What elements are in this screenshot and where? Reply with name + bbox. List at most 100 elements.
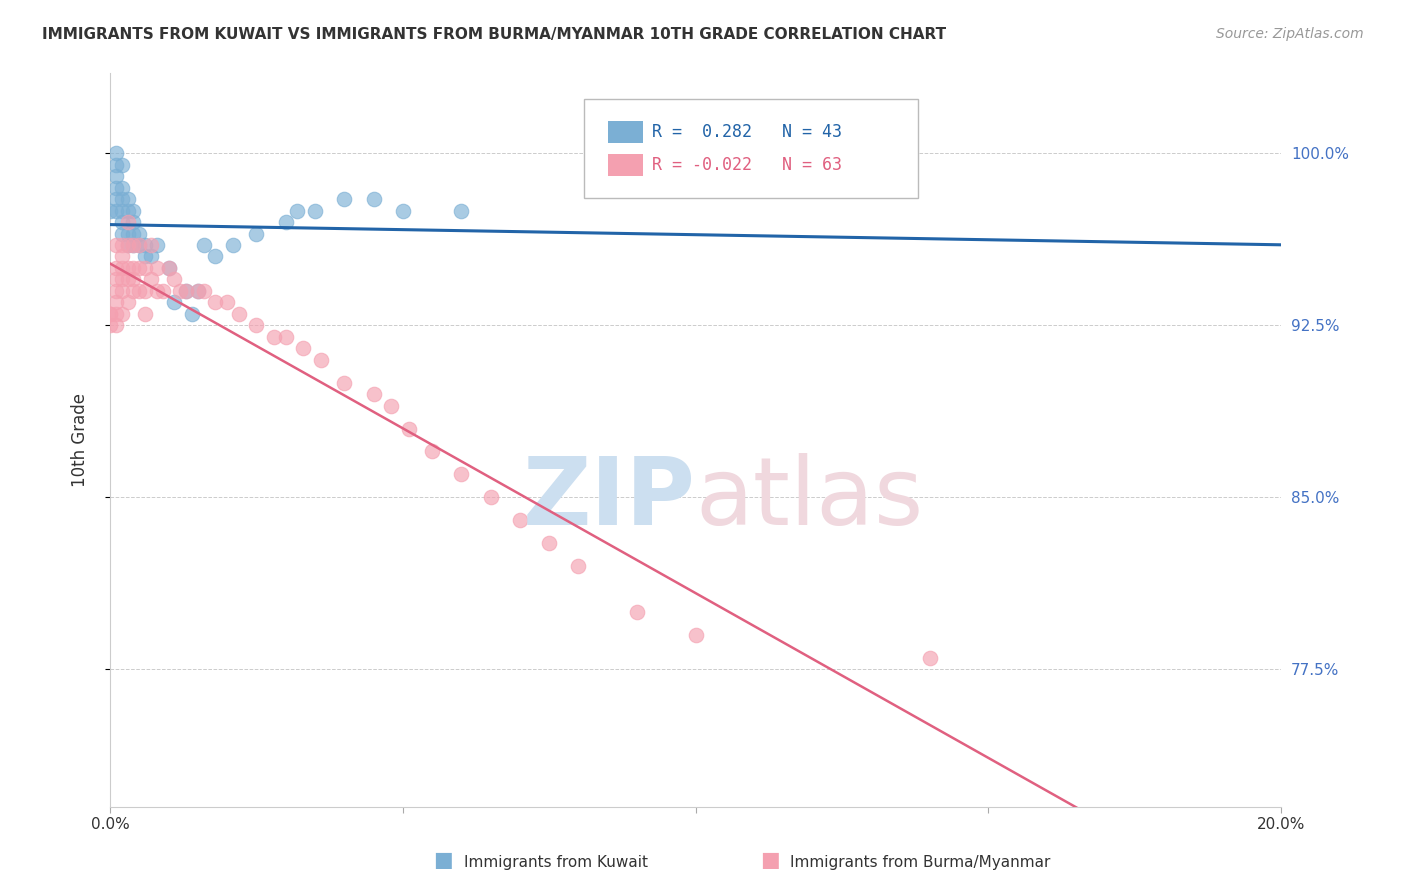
Point [117,238,139,252]
Text: ZIP: ZIP [523,453,696,545]
Point [104,318,127,333]
Point [111,203,134,218]
Point [309,352,332,367]
Point [685,628,707,642]
Point [111,284,134,298]
Point [157,260,180,275]
Point [333,192,356,206]
Point [117,238,139,252]
Point [918,651,941,665]
FancyBboxPatch shape [607,120,643,143]
Point [174,284,197,298]
Point [287,203,309,218]
Point [479,491,502,505]
Point [134,307,156,321]
Point [263,330,285,344]
Point [104,272,127,286]
Point [122,238,145,252]
Point [104,192,127,206]
Point [122,203,145,218]
Point [104,238,127,252]
Point [392,203,415,218]
Point [128,238,150,252]
Point [204,295,226,310]
Point [122,272,145,286]
FancyBboxPatch shape [585,99,918,198]
Point [111,272,134,286]
Point [304,203,326,218]
Point [117,295,139,310]
Y-axis label: 10th Grade: 10th Grade [72,393,89,487]
Point [104,180,127,194]
Text: atlas: atlas [696,453,924,545]
Point [193,284,215,298]
Point [139,272,162,286]
Point [104,295,127,310]
Point [228,307,250,321]
Point [139,250,162,264]
Point [104,146,127,161]
Point [567,559,589,574]
Point [122,260,145,275]
Point [187,284,209,298]
FancyBboxPatch shape [607,153,643,176]
Point [245,227,267,241]
Point [398,421,420,435]
Point [174,284,197,298]
Point [122,284,145,298]
Point [134,238,156,252]
Point [117,260,139,275]
Point [274,330,297,344]
Point [128,260,150,275]
Point [117,215,139,229]
Point [117,272,139,286]
Point [98,307,121,321]
Point [509,513,531,527]
Point [222,238,245,252]
Point [128,284,150,298]
Point [333,376,356,390]
Point [111,227,134,241]
Point [117,227,139,241]
Point [117,192,139,206]
Point [292,341,315,355]
Point [122,227,145,241]
Text: IMMIGRANTS FROM KUWAIT VS IMMIGRANTS FROM BURMA/MYANMAR 10TH GRADE CORRELATION C: IMMIGRANTS FROM KUWAIT VS IMMIGRANTS FRO… [42,27,946,42]
Point [152,284,174,298]
Text: R = -0.022   N = 63: R = -0.022 N = 63 [652,156,842,174]
Point [363,192,385,206]
Point [204,250,226,264]
Point [245,318,267,333]
Point [128,238,150,252]
Point [169,284,191,298]
Point [146,260,169,275]
Point [193,238,215,252]
Text: Immigrants from Burma/Myanmar: Immigrants from Burma/Myanmar [790,855,1050,870]
Text: ■: ■ [433,850,453,870]
Point [104,158,127,172]
Text: R =  0.282   N = 43: R = 0.282 N = 43 [652,123,842,141]
Point [104,284,127,298]
Point [626,605,648,619]
Point [104,307,127,321]
Point [217,295,239,310]
Point [134,284,156,298]
Point [122,238,145,252]
Point [134,260,156,275]
Point [128,227,150,241]
Point [450,203,472,218]
Point [111,260,134,275]
Point [111,192,134,206]
Point [187,284,209,298]
Point [146,284,169,298]
Point [363,387,385,401]
Point [450,467,472,482]
Point [98,318,121,333]
Point [134,250,156,264]
Point [420,444,443,458]
Point [111,158,134,172]
Point [274,215,297,229]
Point [111,307,134,321]
Point [163,272,186,286]
Text: Immigrants from Kuwait: Immigrants from Kuwait [464,855,648,870]
